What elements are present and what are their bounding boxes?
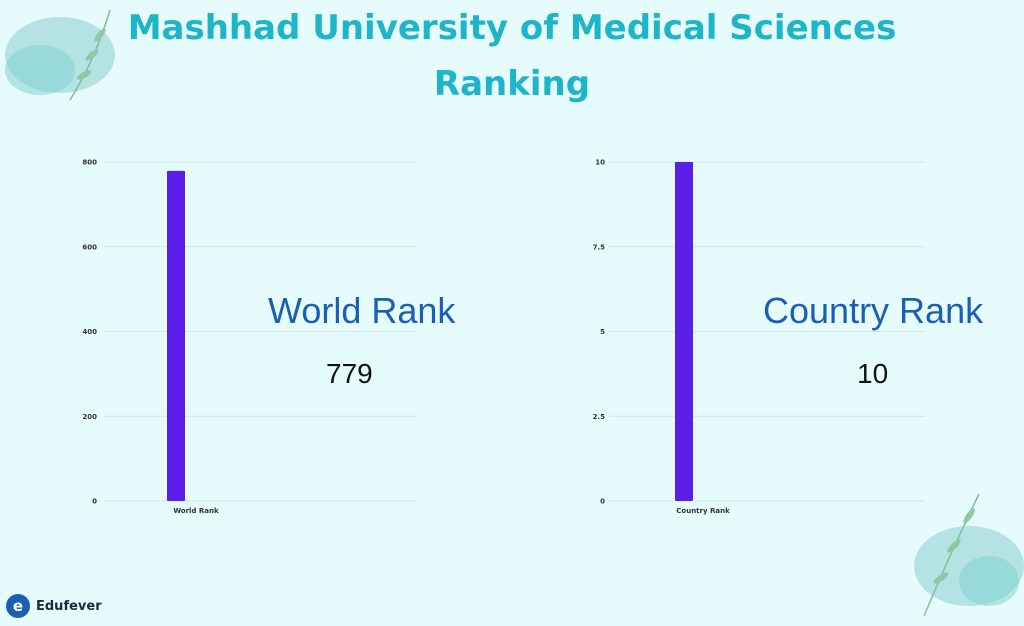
y-tick-label: 0: [600, 498, 605, 506]
title-line-1: Mashhad University of Medical Sciences: [127, 8, 897, 48]
x-category-label: Country Rank: [676, 507, 730, 515]
country-rank-value: 10: [857, 358, 889, 389]
y-tick-label: 800: [82, 159, 97, 167]
x-category-label: World Rank: [173, 507, 219, 515]
edufever-logo-icon: e: [6, 594, 30, 618]
edufever-logo: e Edufever: [6, 592, 102, 620]
leaf-decoration-top-left: [5, 9, 115, 101]
y-tick-label: 10: [595, 159, 605, 167]
y-tick-label: 600: [82, 243, 97, 251]
y-tick-label: 200: [82, 413, 97, 421]
bar: [167, 170, 185, 501]
title-line-2: Ranking: [433, 64, 591, 104]
y-tick-label: 7.5: [593, 243, 606, 251]
y-tick-label: 400: [82, 328, 97, 336]
y-tick-label: 5: [600, 328, 605, 336]
world-rank-value: 779: [326, 358, 373, 389]
leaf-decoration-bottom-right: [914, 493, 1024, 617]
y-tick-label: 2.5: [593, 413, 606, 421]
world-rank-label: World Rank: [268, 290, 456, 331]
page-title: Mashhad University of Medical Sciences R…: [0, 0, 1024, 112]
brand-name: Edufever: [36, 598, 102, 614]
bar: [675, 162, 693, 501]
y-tick-label: 0: [92, 498, 97, 506]
country-rank-label: Country Rank: [763, 290, 984, 331]
